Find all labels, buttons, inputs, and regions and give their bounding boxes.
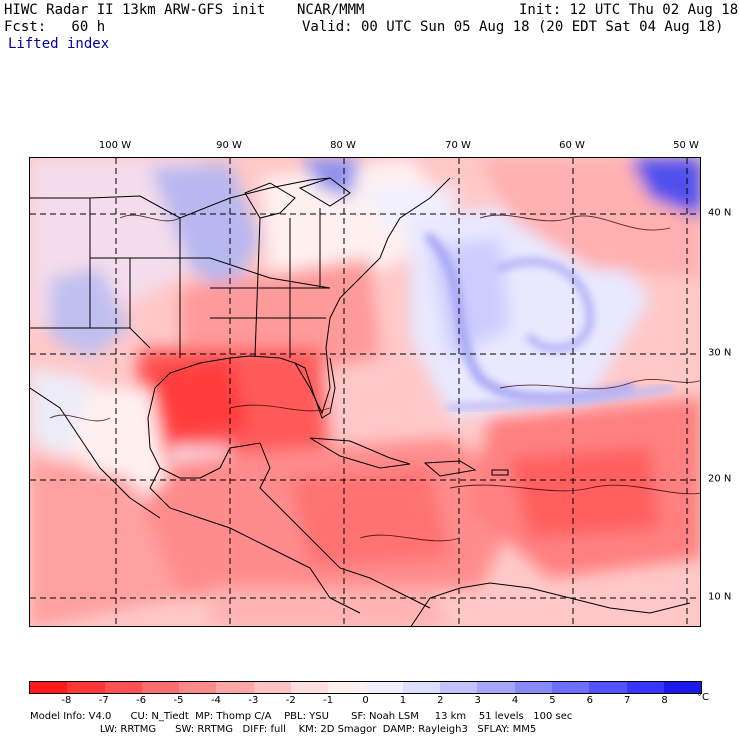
longitude-label: 80 W: [330, 140, 356, 151]
latitude-label: 30 N: [708, 347, 732, 359]
colorbar-tick-label: -3: [248, 695, 259, 706]
forecast-hour: Fcst: 60 h: [4, 19, 106, 35]
colorbar-swatch: [141, 682, 180, 693]
colorbar-tick-label: 1: [399, 695, 407, 706]
colorbar: [29, 681, 702, 694]
colorbar-tick-label: 7: [624, 695, 631, 706]
colorbar-swatch: [67, 682, 105, 693]
colorbar-tick-label: 2: [437, 695, 444, 706]
colorbar-swatch: [104, 682, 142, 693]
colorbar-tick-label: 0: [362, 695, 369, 706]
valid-time: Valid: 00 UTC Sun 05 Aug 18 (20 EDT Sat …: [302, 19, 724, 35]
colorbar-swatch: [589, 682, 627, 693]
colorbar-tick-label: -1: [323, 695, 334, 706]
colorbar-unit: °C: [697, 692, 709, 703]
colorbar-swatch: [402, 682, 441, 693]
forecast-map[interactable]: [29, 157, 701, 627]
colorbar-swatch: [365, 682, 403, 693]
colorbar-swatch: [216, 682, 254, 693]
colorbar-tick-label: 3: [474, 695, 481, 706]
latitude-label: 10 N: [708, 591, 732, 603]
longitude-label: 60 W: [559, 140, 585, 151]
longitude-label: 50 W: [673, 140, 699, 151]
organization-label: NCAR/MMM: [297, 2, 365, 18]
colorbar-tick-label: -2: [285, 695, 296, 706]
lat-lon-grid: [30, 158, 700, 626]
field-name: Lifted index: [8, 36, 110, 52]
longitude-label: 70 W: [445, 140, 471, 151]
colorbar-tick-label: 6: [586, 695, 594, 706]
model-info-line1: Model Info: V4.0 CU: N_Tiedt MP: Thomp C…: [30, 711, 573, 722]
colorbar-tick-label: 5: [549, 695, 556, 706]
colorbar-swatch: [514, 682, 552, 693]
colorbar-swatch: [440, 682, 478, 693]
convergence-band: [425, 233, 674, 412]
colorbar-tick-label: -4: [210, 695, 221, 706]
colorbar-swatch: [290, 682, 329, 693]
contour-lines: [49, 214, 700, 542]
init-time: Init: 12 UTC Thu 02 Aug 18: [519, 2, 739, 18]
latitude-label: 20 N: [708, 473, 732, 485]
lifted-index-field: [30, 158, 700, 626]
colorbar-tick-label: -8: [61, 695, 72, 706]
colorbar-swatch: [328, 682, 366, 693]
colorbar-swatch: [626, 682, 664, 693]
colorbar-swatch: [253, 682, 291, 693]
latitude-label: 40 N: [708, 207, 732, 219]
colorbar-swatch: [477, 682, 515, 693]
colorbar-swatch: [30, 682, 68, 693]
colorbar-tick-label: -7: [98, 695, 109, 706]
colorbar-tick-label: 4: [511, 695, 519, 706]
colorbar-tick-label: -6: [136, 695, 147, 706]
colorbar-swatch: [551, 682, 590, 693]
colorbar-tick-label: 8: [661, 695, 668, 706]
longitude-label: 100 W: [98, 140, 132, 151]
map-title: HIWC Radar II 13km ARW-GFS init: [4, 2, 266, 18]
colorbar-tick-label: -5: [173, 695, 184, 706]
colorbar-swatch: [179, 682, 217, 693]
longitude-label: 90 W: [216, 140, 242, 151]
model-info-line2: LW: RRTMG SW: RRTMG DIFF: full KM: 2D Sm…: [30, 724, 537, 735]
colorbar-swatch: [663, 682, 702, 693]
